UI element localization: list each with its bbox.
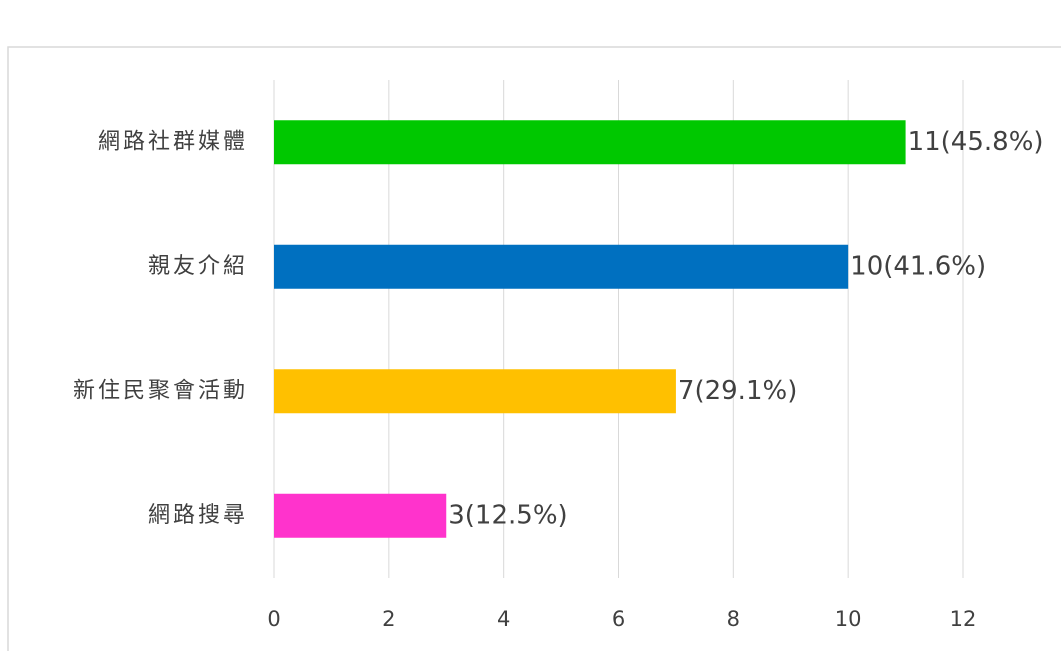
y-tick-label: 網路社群媒體: [98, 129, 248, 154]
x-tick-label: 10: [835, 607, 862, 631]
y-tick-label: 親友介紹: [148, 254, 248, 279]
x-tick-label: 8: [727, 607, 740, 631]
x-tick-label: 2: [382, 607, 395, 631]
x-tick-label: 6: [612, 607, 625, 631]
y-tick-label: 新住民聚會活動: [73, 378, 248, 403]
bar: [274, 120, 906, 165]
x-tick-label: 4: [497, 607, 510, 631]
bar: [274, 244, 849, 289]
bar: [274, 369, 676, 414]
bar: [274, 493, 447, 538]
y-tick-label: 網路搜尋: [148, 503, 248, 528]
chart-frame: [7, 46, 1061, 651]
x-tick-label: 0: [267, 607, 280, 631]
data-label: 3(12.5%): [448, 500, 567, 530]
data-label: 7(29.1%): [678, 376, 797, 406]
data-label: 11(45.8%): [908, 127, 1044, 157]
x-tick-label: 12: [950, 607, 977, 631]
data-label: 10(41.6%): [850, 251, 986, 281]
